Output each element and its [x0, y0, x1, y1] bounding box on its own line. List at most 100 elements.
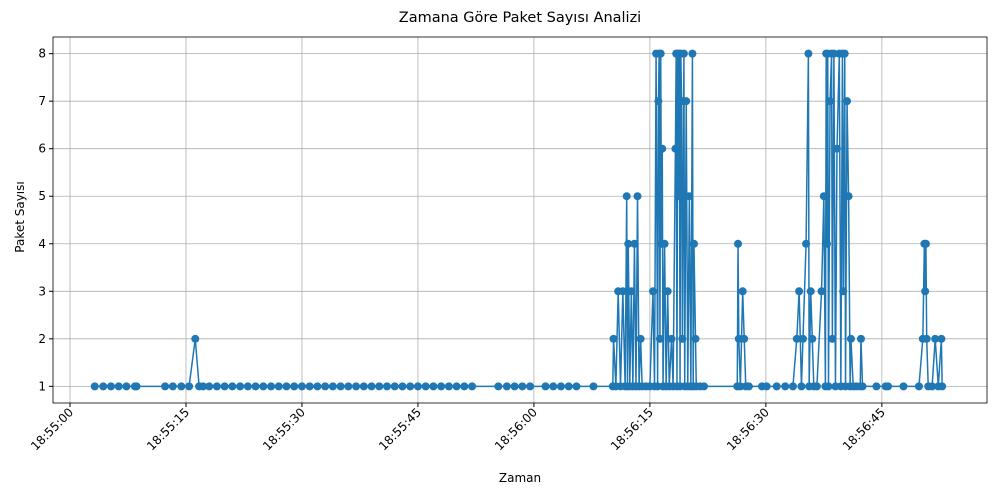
- marker: [305, 382, 314, 391]
- marker: [282, 382, 291, 391]
- marker: [781, 382, 790, 391]
- marker: [359, 382, 368, 391]
- marker: [843, 97, 852, 106]
- marker: [636, 334, 645, 343]
- marker: [622, 192, 631, 201]
- marker: [685, 192, 694, 201]
- marker: [328, 382, 337, 391]
- marker: [390, 382, 399, 391]
- marker: [572, 382, 581, 391]
- y-tick-label: 3: [38, 284, 46, 298]
- marker: [691, 334, 700, 343]
- marker: [185, 382, 194, 391]
- marker: [344, 382, 353, 391]
- marker: [682, 97, 691, 106]
- marker: [671, 144, 680, 153]
- marker: [313, 382, 322, 391]
- marker: [375, 382, 384, 391]
- marker: [872, 382, 881, 391]
- marker: [518, 382, 527, 391]
- marker: [700, 382, 709, 391]
- marker: [177, 382, 186, 391]
- marker: [556, 382, 565, 391]
- marker: [526, 382, 535, 391]
- marker: [564, 382, 573, 391]
- marker: [259, 382, 268, 391]
- marker: [738, 287, 747, 296]
- marker: [804, 49, 813, 58]
- y-tick-label: 1: [38, 379, 46, 393]
- marker: [922, 334, 931, 343]
- marker: [846, 334, 855, 343]
- marker: [812, 382, 821, 391]
- marker: [655, 334, 664, 343]
- marker: [267, 382, 276, 391]
- marker: [808, 334, 817, 343]
- marker: [510, 382, 519, 391]
- marker: [205, 382, 214, 391]
- marker: [819, 192, 828, 201]
- marker: [633, 192, 642, 201]
- plot-frame: [52, 36, 988, 404]
- marker: [689, 239, 698, 248]
- marker: [648, 287, 657, 296]
- marker: [99, 382, 108, 391]
- marker: [468, 382, 477, 391]
- marker: [856, 334, 865, 343]
- marker: [106, 382, 115, 391]
- marker: [609, 334, 618, 343]
- marker: [452, 382, 461, 391]
- marker: [383, 382, 392, 391]
- marker: [797, 382, 806, 391]
- marker: [658, 144, 667, 153]
- marker: [429, 382, 438, 391]
- marker: [630, 239, 639, 248]
- marker: [421, 382, 430, 391]
- marker: [772, 382, 781, 391]
- marker: [549, 382, 558, 391]
- marker: [931, 334, 940, 343]
- marker: [740, 334, 749, 343]
- y-axis-label: Paket Sayısı: [13, 181, 27, 252]
- marker: [744, 382, 753, 391]
- marker: [656, 49, 665, 58]
- marker: [398, 382, 407, 391]
- marker: [274, 382, 283, 391]
- marker: [321, 382, 330, 391]
- y-tick-label: 7: [38, 94, 46, 108]
- marker: [336, 382, 345, 391]
- y-tick-label: 8: [38, 47, 46, 61]
- marker: [762, 382, 771, 391]
- marker: [624, 239, 633, 248]
- marker: [840, 49, 849, 58]
- marker: [788, 382, 797, 391]
- marker: [212, 382, 221, 391]
- marker: [806, 287, 815, 296]
- marker: [678, 334, 687, 343]
- marker: [921, 287, 930, 296]
- x-axis-label: Zaman: [499, 471, 541, 485]
- marker: [618, 287, 627, 296]
- marker: [132, 382, 141, 391]
- marker: [352, 382, 361, 391]
- marker: [798, 334, 807, 343]
- marker: [589, 382, 598, 391]
- marker: [122, 382, 131, 391]
- marker: [679, 49, 688, 58]
- marker: [297, 382, 306, 391]
- marker: [663, 287, 672, 296]
- marker: [858, 382, 867, 391]
- marker: [828, 334, 837, 343]
- marker: [822, 239, 831, 248]
- marker: [660, 239, 669, 248]
- marker: [444, 382, 453, 391]
- marker: [654, 97, 663, 106]
- marker: [826, 97, 835, 106]
- y-tick-label: 6: [38, 142, 46, 156]
- marker: [460, 382, 469, 391]
- marker: [494, 382, 503, 391]
- marker: [792, 334, 801, 343]
- marker: [899, 382, 908, 391]
- marker: [921, 239, 930, 248]
